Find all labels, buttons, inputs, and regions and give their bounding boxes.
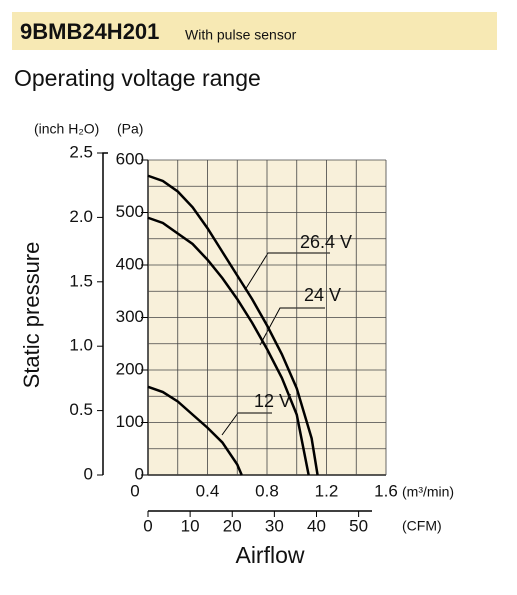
y-tick-label: 200 <box>116 359 144 378</box>
y-tick-label: 300 <box>116 307 144 326</box>
x2-tick-label: 10 <box>181 516 200 535</box>
y-tick-label: 100 <box>116 412 144 431</box>
x-label: Airflow <box>235 542 304 568</box>
y2-tick-label: 2.0 <box>69 207 93 226</box>
x-tick-label: 1.6 <box>374 481 398 500</box>
model-note: With pulse sensor <box>185 27 297 43</box>
y2-tick-label: 1.5 <box>69 271 93 290</box>
x2-tick-label: 0 <box>143 516 152 535</box>
x2-tick-label: 40 <box>307 516 326 535</box>
y-tick-label: 500 <box>116 202 144 221</box>
curve <box>147 385 243 476</box>
x-tick-label: 0.4 <box>196 481 220 500</box>
series-label: 12 V <box>254 391 291 411</box>
x2-unit: (CFM) <box>402 518 442 534</box>
y-tick-label: 400 <box>116 254 144 273</box>
x2-tick-label: 20 <box>223 516 242 535</box>
leader <box>221 412 272 436</box>
x-tick-label: 1.2 <box>315 481 339 500</box>
y2-axis <box>102 152 108 475</box>
x-tick-label: 0.8 <box>255 481 279 500</box>
y-tick-label: 0 <box>135 464 144 483</box>
x2-tick-label: 50 <box>349 516 368 535</box>
y-label: Static pressure <box>19 242 44 389</box>
curve <box>147 174 319 476</box>
header-band <box>12 12 497 50</box>
y-tick-label: 600 <box>116 149 144 168</box>
model-name: 9BMB24H201 <box>20 19 159 44</box>
y2-tick-label: 2.5 <box>69 142 93 161</box>
chart-title: Operating voltage range <box>14 65 261 91</box>
y2-tick-label: 0 <box>84 464 93 483</box>
y2-tick-label: 0.5 <box>69 400 93 419</box>
y2-tick-label: 1.0 <box>69 336 93 355</box>
curve <box>147 216 310 476</box>
series-label: 24 V <box>304 285 341 305</box>
x-tick-label: 0 <box>130 481 139 500</box>
x-unit: (m³/min) <box>402 484 454 500</box>
y-unit: (Pa) <box>117 121 143 137</box>
x2-tick-label: 30 <box>265 516 284 535</box>
y2-unit: (inch H₂O) <box>34 121 99 137</box>
series-label: 26.4 V <box>300 232 352 252</box>
leader <box>244 252 330 291</box>
